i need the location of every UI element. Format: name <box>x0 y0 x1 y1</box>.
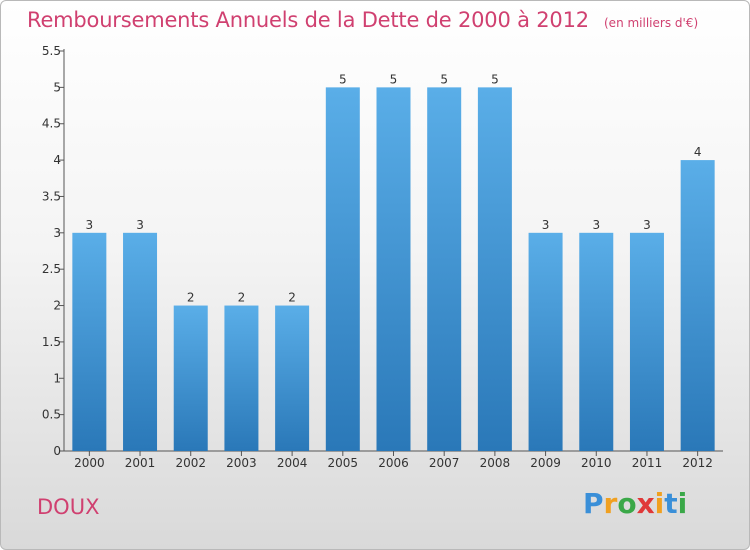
chart-title-text: Remboursements Annuels de la Dette de 20… <box>27 8 589 32</box>
chart-bars <box>72 87 715 451</box>
bar-2001 <box>123 232 158 451</box>
x-tick-label: 2003 <box>226 456 257 470</box>
bar-2007 <box>427 87 462 451</box>
x-tick-label: 2008 <box>480 456 511 470</box>
data-label: 4 <box>694 145 702 159</box>
bar-2003 <box>224 305 259 451</box>
data-label: 2 <box>187 291 195 305</box>
bar-2005 <box>325 87 360 451</box>
y-tick-label: 1 <box>53 371 61 385</box>
x-tick-label: 2005 <box>328 456 359 470</box>
y-tick-label: 3.5 <box>42 189 61 203</box>
data-label: 2 <box>288 291 296 305</box>
data-label: 5 <box>440 72 448 86</box>
x-tick-label: 2007 <box>429 456 460 470</box>
y-tick-label: 1.5 <box>42 335 61 349</box>
x-tick-label: 2001 <box>125 456 156 470</box>
y-tick-label: 2.5 <box>42 262 61 276</box>
bar-2011 <box>629 232 664 451</box>
bar-2004 <box>275 305 310 451</box>
bar-2010 <box>579 232 614 451</box>
city-name: DOUX <box>37 495 100 519</box>
bar-2012 <box>680 160 715 451</box>
bar-2008 <box>477 87 512 451</box>
bar-2002 <box>173 305 208 451</box>
y-tick-label: 0 <box>53 444 61 458</box>
y-tick-label: 5.5 <box>42 44 61 58</box>
y-tick-label: 5 <box>53 80 61 94</box>
data-label: 3 <box>542 218 550 232</box>
bar-2000 <box>72 232 107 451</box>
y-tick-label: 4 <box>53 153 61 167</box>
x-tick-label: 2011 <box>632 456 663 470</box>
data-label: 5 <box>491 72 499 86</box>
y-tick-label: 3 <box>53 226 61 240</box>
y-tick-label: 4.5 <box>42 117 61 131</box>
y-tick-label: 0.5 <box>42 408 61 422</box>
y-tick-label: 2 <box>53 299 61 313</box>
x-tick-label: 2010 <box>581 456 612 470</box>
data-label: 2 <box>238 291 246 305</box>
x-tick-label: 2012 <box>682 456 713 470</box>
chart-unit-text: (en milliers d'€) <box>604 16 699 30</box>
x-tick-label: 2000 <box>74 456 105 470</box>
x-tick-label: 2002 <box>175 456 206 470</box>
chart-labels: 2000 3 2001 3 2002 2 2003 2 2004 2 2005 5 2006 5 2007 5… <box>74 72 713 470</box>
data-label: 3 <box>592 218 600 232</box>
x-tick-label: 2006 <box>378 456 409 470</box>
data-label: 3 <box>86 218 94 232</box>
data-label: 5 <box>339 72 347 86</box>
data-label: 3 <box>136 218 144 232</box>
bar-2006 <box>376 87 411 451</box>
chart-title: Remboursements Annuels de la Dette de 20… <box>27 8 698 32</box>
bar-2009 <box>528 232 563 451</box>
data-label: 5 <box>390 72 398 86</box>
x-tick-label: 2009 <box>530 456 561 470</box>
proxiti-logo: Proxiti <box>583 487 688 520</box>
x-tick-label: 2004 <box>277 456 308 470</box>
data-label: 3 <box>643 218 651 232</box>
chart-axes: 0 0.5 1 1.5 2 2.5 3 3.5 4 4.5 5 5.5 <box>42 44 723 458</box>
